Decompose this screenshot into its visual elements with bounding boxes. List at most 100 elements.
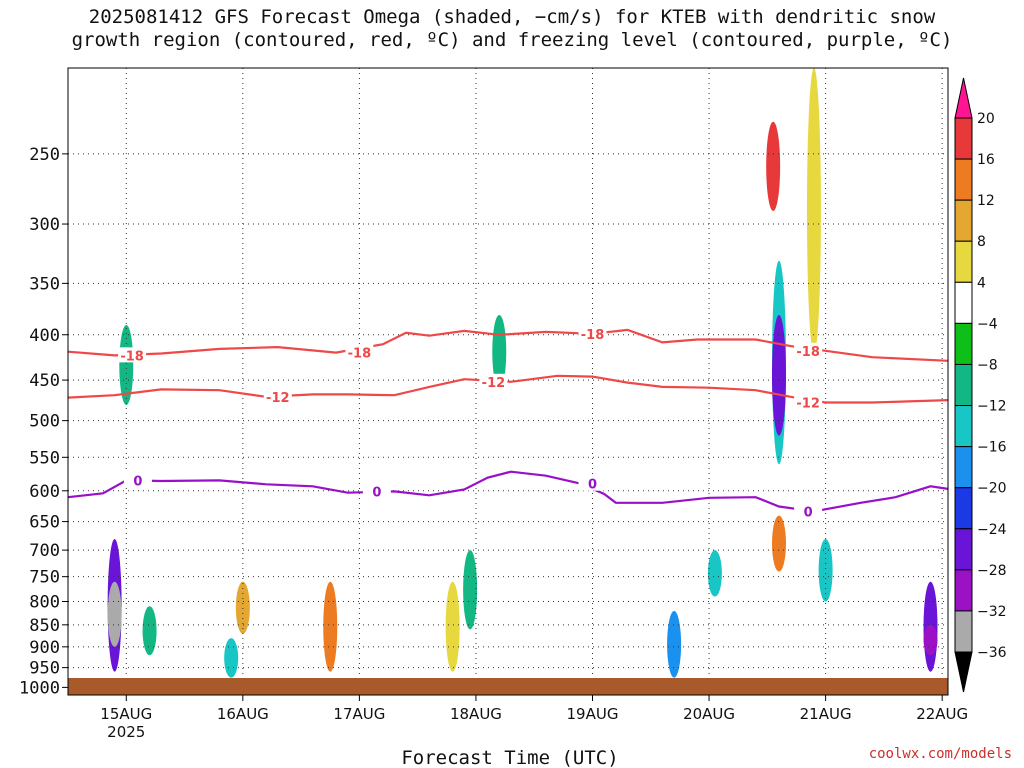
colorbar-label-13: −36	[977, 645, 1007, 661]
contour-1-label-bg-2	[794, 394, 823, 410]
colorbar-swatch-8	[954, 446, 973, 489]
contour-0-label-0: -18	[120, 349, 144, 364]
x-tick-label-3: 18AUG	[450, 705, 502, 723]
x-tick-label-7: 22AUG	[916, 705, 968, 723]
y-tick-label-700: 700	[29, 541, 60, 561]
x-tick-label-6: 21AUG	[800, 705, 852, 723]
contour-1-label-0: -12	[266, 391, 290, 406]
contour-2-label-bg-0	[123, 472, 152, 488]
contour-1-label-1: -12	[482, 376, 506, 391]
colorbar-swatch-0	[954, 117, 973, 160]
y-tick-label-950: 950	[29, 659, 60, 679]
contour-0-label-bg-1	[345, 344, 374, 360]
y-tick-label-900: 900	[29, 638, 60, 658]
y-tick-label-650: 650	[29, 513, 60, 533]
colorbar-swatch-3	[954, 240, 973, 283]
y-tick-label-750: 750	[29, 568, 60, 588]
colorbar-swatch-10	[954, 528, 973, 571]
contour-0-label-bg-0	[118, 347, 147, 363]
contour-2-label-bg-1	[362, 483, 391, 499]
x-axis-label: Forecast Time (UTC)	[401, 747, 618, 768]
x-tick-label-2: 17AUG	[333, 705, 385, 723]
omega-cell-5	[235, 581, 250, 634]
colorbar-label-7: −12	[977, 399, 1007, 415]
colorbar-label-0: 20	[977, 111, 995, 127]
chart-title-line-1: 2025081412 GFS Forecast Omega (shaded, −…	[88, 6, 936, 28]
colorbar-label-11: −28	[977, 563, 1007, 579]
contour-1-label-2: -12	[796, 397, 820, 412]
contour-0-label-bg-3	[794, 342, 823, 358]
colorbar-bottom-arrow	[954, 651, 973, 693]
colorbar-label-6: −8	[977, 357, 998, 373]
colorbar-label-12: −32	[977, 604, 1007, 620]
terrain-surface	[68, 678, 948, 695]
omega-cell-11	[707, 550, 722, 597]
y-tick-label-550: 550	[29, 448, 60, 468]
y-tick-label-600: 600	[29, 482, 60, 502]
contour-2-label-1: 0	[372, 485, 381, 500]
omega-cell-15	[771, 515, 786, 572]
contour-0-label-2: -18	[581, 328, 605, 343]
y-tick-label-500: 500	[29, 412, 60, 432]
colorbar-label-5: −4	[977, 316, 998, 332]
omega-cell-16	[806, 68, 821, 354]
colorbar-label-10: −24	[977, 522, 1007, 538]
y-axis: 2503003504004505005506006507007508008509…	[19, 145, 68, 698]
omega-shading	[107, 68, 938, 678]
omega-cell-17	[818, 538, 833, 602]
x-axis: 15AUG 16AUG 17AUG 18AUG 19AUG 20AUG 21AUG 22AUG…	[100, 695, 968, 741]
colorbar-label-2: 12	[977, 193, 995, 209]
colorbar-swatch-5	[954, 322, 973, 365]
contour-0-line	[67, 328, 949, 362]
y-tick-label-1000: 1000	[19, 678, 60, 698]
colorbar-swatch-11	[954, 569, 973, 612]
contour-2-label-2: 0	[588, 478, 597, 493]
y-tick-label-450: 450	[29, 371, 60, 391]
contour-0-label-1: -18	[348, 347, 372, 362]
plot-frame	[67, 67, 949, 696]
colorbar-swatch-2	[954, 199, 973, 242]
chart-title: 2025081412 GFS Forecast Omega (shaded, −…	[0, 6, 1024, 52]
omega-cell-1	[107, 581, 122, 647]
colorbar-swatch-12	[954, 610, 973, 653]
omega-cell-6	[323, 581, 338, 672]
colorbar-label-1: 16	[977, 152, 995, 168]
credit-text: coolwx.com/models	[868, 746, 1012, 762]
y-tick-label-250: 250	[29, 145, 60, 165]
x-tick-year-label: 2025	[107, 723, 145, 741]
contour-2-label-bg-2	[578, 475, 607, 491]
chart-title-line-2: growth region (contoured, red, ºC) and f…	[71, 29, 953, 51]
y-tick-label-350: 350	[29, 274, 60, 294]
contour-2-label-0: 0	[133, 474, 142, 489]
y-tick-label-800: 800	[29, 593, 60, 613]
colorbar-swatch-9	[954, 487, 973, 530]
omega-cell-10	[667, 611, 682, 678]
x-tick-label-1: 16AUG	[217, 705, 269, 723]
temperature-contours: -18 -18 -18 -18 -12 -12 -12 0 0 0 0	[67, 325, 949, 520]
contour-0-label-3: -18	[796, 345, 820, 360]
colorbar-swatch-6	[954, 363, 973, 407]
colorbar-label-8: −16	[977, 440, 1007, 456]
colorbar-legend: 20 16 12 8 4 −4 −8 −12 −16 −20 −24 −28 −32 −36	[954, 77, 1007, 693]
y-tick-label-850: 850	[29, 616, 60, 636]
contour-0-label-bg-2	[578, 325, 607, 341]
contour-1-label-bg-0	[263, 388, 292, 404]
y-tick-label-400: 400	[29, 326, 60, 346]
omega-cell-3	[142, 606, 157, 656]
y-tick-label-300: 300	[29, 215, 60, 235]
colorbar-label-9: −20	[977, 481, 1007, 497]
x-tick-label-4: 19AUG	[567, 705, 619, 723]
contour-2-label-bg-3	[794, 503, 823, 519]
contour-1-label-bg-1	[479, 373, 508, 389]
omega-cell-8	[463, 550, 478, 630]
x-tick-label-5: 20AUG	[683, 705, 735, 723]
colorbar-swatch-4	[954, 281, 973, 324]
colorbar-top-arrow	[954, 77, 973, 119]
colorbar-label-3: 8	[977, 234, 986, 250]
omega-cell-19	[923, 624, 938, 656]
colorbar-swatch-7	[954, 405, 973, 448]
omega-cell-14	[771, 315, 786, 436]
omega-cell-2	[119, 325, 134, 405]
colorbar-label-4: 4	[977, 275, 986, 291]
